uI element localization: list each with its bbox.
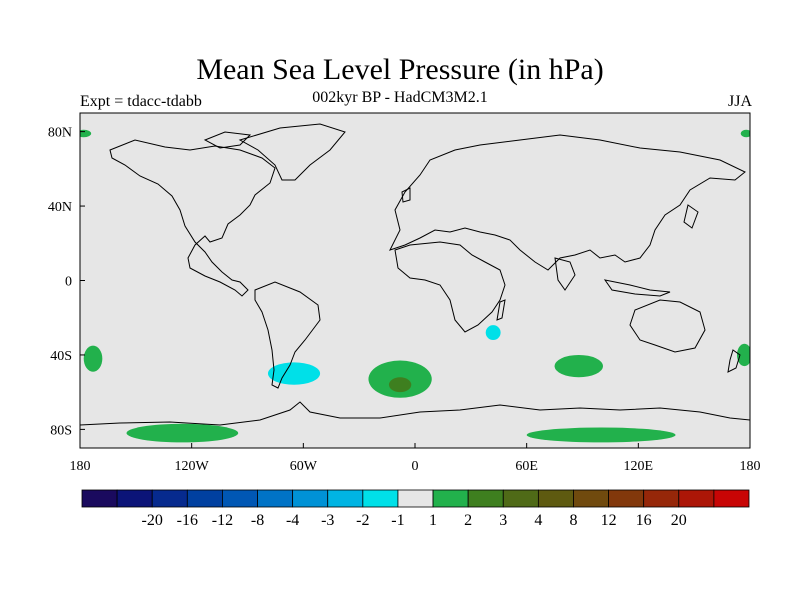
colorbar-label: -3 <box>321 512 334 529</box>
colorbar-swatch <box>467 489 504 508</box>
colorbar-swatch <box>432 489 469 508</box>
anomaly-madagascar-low <box>485 325 501 341</box>
coast-new-zealand <box>727 349 741 373</box>
colorbar-swatch <box>502 489 539 508</box>
anomaly-south-atlantic-core <box>388 377 412 393</box>
y-tick-label: 0 <box>65 275 72 290</box>
colorbar-label: 3 <box>499 512 507 529</box>
colorbar-label: 1 <box>429 512 437 529</box>
coastline-layer <box>80 123 750 426</box>
colorbar-swatch <box>713 489 750 508</box>
x-tick-label: 60E <box>515 459 538 474</box>
y-tick-label: 40S <box>50 349 72 364</box>
y-tick-label: 80N <box>48 126 72 141</box>
experiment-label: Expt = tdacc-tdabb <box>80 93 202 110</box>
anomaly-antarctic-coast-high-east <box>526 427 676 443</box>
colorbar-swatch <box>643 489 680 508</box>
colorbar-label: 16 <box>636 512 652 529</box>
colorbar-swatch <box>81 489 118 508</box>
coast-north-america <box>109 139 276 297</box>
colorbar-swatch <box>537 489 574 508</box>
colorbar-label: -12 <box>212 512 233 529</box>
colorbar: -20 -16 -12 -8 -4 -3 -2 -1 1 2 3 4 8 12 16 20 <box>81 489 750 529</box>
colorbar-swatch <box>151 489 188 508</box>
coast-indonesia <box>603 279 671 297</box>
anomaly-arctic-high-west <box>80 129 92 138</box>
coast-greenland <box>238 123 346 181</box>
colorbar-label: 2 <box>464 512 472 529</box>
colorbar-swatch <box>186 489 223 508</box>
x-tick-label: 180 <box>740 459 761 474</box>
x-tick-label: 0 <box>412 459 419 474</box>
coast-madagascar <box>496 299 506 321</box>
anomaly-new-zealand-high <box>736 343 750 367</box>
anomaly-arctic-high-east <box>740 129 750 138</box>
colorbar-swatch <box>362 489 399 508</box>
coast-eurasia <box>389 134 746 271</box>
colorbar-swatch <box>608 489 645 508</box>
colorbar-swatch <box>292 489 329 508</box>
colorbar-label: -1 <box>391 512 404 529</box>
map-background <box>80 113 750 448</box>
colorbar-swatch <box>678 489 715 508</box>
x-tick-label: 60W <box>290 459 318 474</box>
y-tick-label: 80S <box>50 423 72 438</box>
colorbar-swatch <box>116 489 153 508</box>
colorbar-swatch <box>573 489 609 508</box>
colorbar-label: -2 <box>356 512 369 529</box>
colorbar-swatch <box>397 489 434 508</box>
anomaly-south-indian-high <box>554 354 603 378</box>
x-tick-label: 120W <box>175 459 210 474</box>
y-tick-label: 40N <box>48 200 72 215</box>
colorbar-label: 12 <box>601 512 617 529</box>
coast-japan <box>683 204 699 229</box>
coast-antarctica <box>80 401 750 426</box>
coast-india <box>554 257 576 291</box>
x-tick-label: 120E <box>624 459 654 474</box>
x-tick-label: 180 <box>70 459 91 474</box>
colorbar-label: -4 <box>286 512 299 529</box>
anomaly-antarctic-coast-high-west <box>126 423 239 443</box>
colorbar-label: 4 <box>534 512 542 529</box>
axis-ticks: 180 120W 60W 0 60E 120E 180 80N 40N 0 40S 80S <box>48 126 761 474</box>
chart-title: Mean Sea Level Pressure (in hPa) <box>196 53 604 86</box>
coast-africa <box>394 241 506 333</box>
colorbar-label: 8 <box>569 512 577 529</box>
season-label: JJA <box>727 93 752 110</box>
coast-south-america <box>254 281 321 389</box>
coast-arctic-islands <box>203 131 252 149</box>
colorbar-label: -20 <box>142 512 163 529</box>
colorbar-label: 20 <box>671 512 687 529</box>
anomaly-south-pacific-east-high <box>83 345 103 372</box>
colorbar-label: -8 <box>251 512 264 529</box>
colorbar-swatch <box>327 489 364 508</box>
anomaly-patagonia-low <box>267 362 321 385</box>
coast-australia <box>629 299 706 353</box>
colorbar-swatch <box>257 489 294 508</box>
colorbar-swatch <box>222 489 258 508</box>
chart-subtitle: 002kyr BP - HadCM3M2.1 <box>312 89 488 106</box>
coast-uk <box>401 187 411 203</box>
anomaly-layer <box>80 129 750 443</box>
colorbar-label: -16 <box>177 512 198 529</box>
